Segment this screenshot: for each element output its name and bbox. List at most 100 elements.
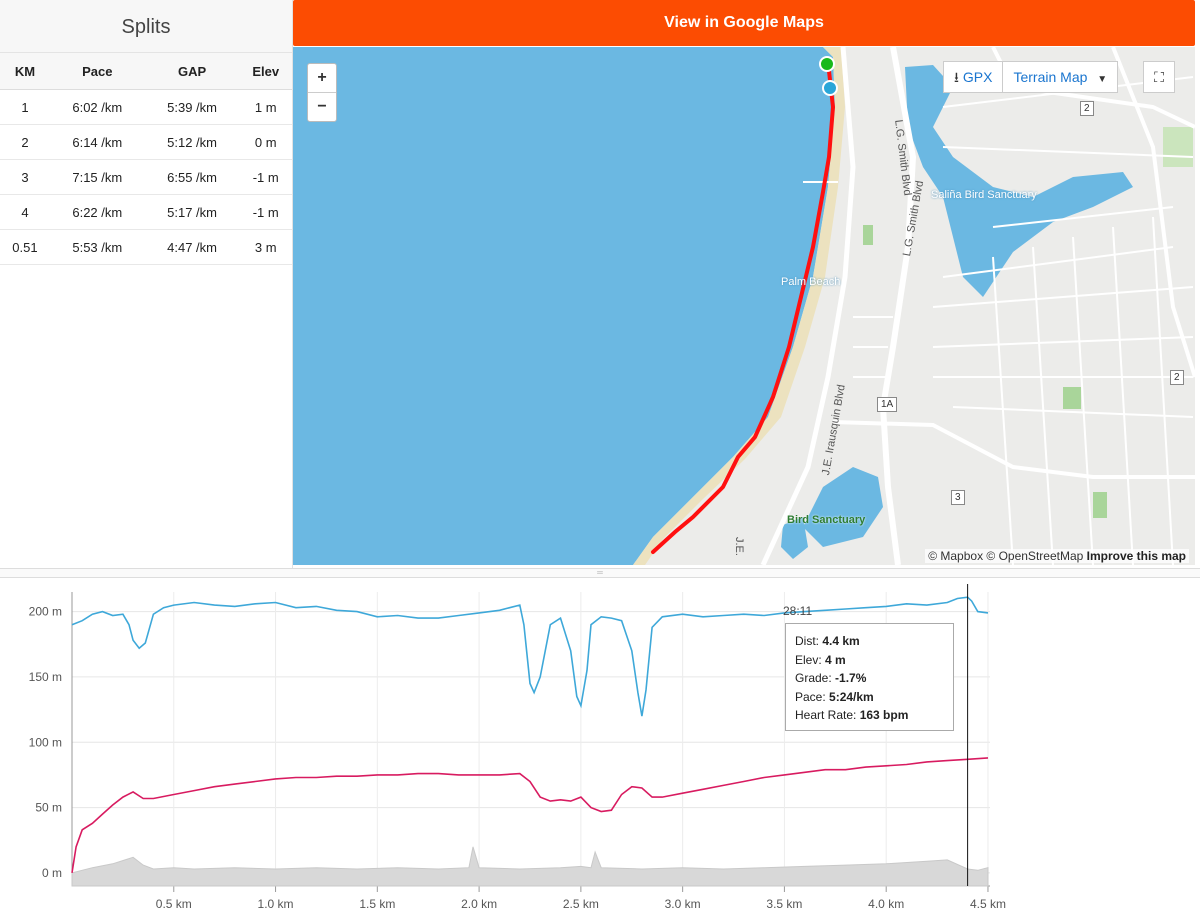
heart-rate-line [71, 596, 989, 717]
tooltip-dist: Dist: 4.4 km [795, 632, 953, 651]
table-row: 3 7:15 /km 6:55 /km -1 m [0, 159, 292, 195]
resize-handle[interactable]: ═ [0, 568, 1200, 578]
split-elev: 3 m [239, 229, 292, 265]
table-row: 0.51 5:53 /km 4:47 /km 3 m [0, 229, 292, 265]
map-canvas [293, 47, 1195, 565]
split-elev: 0 m [239, 124, 292, 160]
zoom-control: + − [307, 63, 337, 122]
download-icon: ⭳ [954, 69, 959, 85]
split-pace: 6:02 /km [49, 89, 145, 125]
tooltip-heart-rate: Heart Rate: 163 bpm [795, 706, 953, 725]
map-type-dropdown[interactable]: Terrain Map ▼ [1003, 61, 1119, 93]
tooltip-label: Grade: [795, 671, 832, 685]
route-shield: 3 [951, 490, 965, 505]
activity-route [651, 60, 836, 554]
x-tick-label: 0.5 km [156, 897, 192, 911]
split-pace: 6:14 /km [49, 124, 145, 160]
activity-chart[interactable]: 0 m 50 m 100 m 150 m 200 m 0.5 km 1.0 km 1.5 km… [0, 578, 1200, 924]
elevation-area [71, 846, 989, 887]
route-shield: 2 [1080, 101, 1094, 116]
tooltip-elev: Elev: 4 m [795, 651, 953, 670]
x-tick-label: 1.5 km [359, 897, 395, 911]
tooltip-label: Pace: [795, 689, 826, 704]
lagoon-south [803, 467, 883, 547]
x-tick-label: 1.0 km [258, 897, 294, 911]
pace-line [71, 757, 989, 874]
fullscreen-button[interactable]: ⛶ [1143, 61, 1175, 93]
tooltip-value: -1.7% [835, 671, 867, 685]
street-grid [853, 76, 1194, 565]
tooltip-value: 4 m [825, 652, 846, 667]
tooltip-label: Heart Rate: [795, 708, 857, 722]
tooltip-label: Dist: [795, 634, 819, 648]
splits-title: Splits [0, 0, 292, 53]
zoom-out-button[interactable]: − [308, 92, 336, 121]
route-shield: 1A [877, 397, 898, 412]
split-gap: 4:47 /km [144, 229, 240, 265]
tooltip-grade: Grade: -1.7% [795, 669, 953, 688]
splits-header-row: KM Pace GAP Elev [0, 53, 292, 90]
x-tick-label: 2.0 km [461, 897, 497, 911]
tooltip-value: 163 bpm [859, 708, 909, 722]
split-gap: 5:12 /km [144, 124, 240, 160]
lagoon-north [905, 65, 1133, 297]
gpx-download-button[interactable]: ⭳ GPX [943, 61, 1004, 93]
x-tick-label: 3.0 km [665, 897, 701, 911]
splits-panel: Splits KM Pace GAP Elev 1 6:02 /km 5:39 … [0, 0, 293, 568]
table-row: 4 6:22 /km 5:17 /km -1 m [0, 194, 292, 230]
map-type-label: Terrain Map [1013, 69, 1088, 85]
split-km: 1 [0, 89, 50, 125]
road-vertical-east [1111, 47, 1195, 378]
split-km: 4 [0, 194, 50, 230]
split-elev: 1 m [239, 89, 292, 125]
park [1063, 387, 1081, 409]
tooltip-value: 5:24/km [829, 689, 874, 704]
y-tick-label: 100 m [29, 735, 62, 749]
split-gap: 6:55 /km [144, 159, 240, 195]
split-km: 3 [0, 159, 50, 195]
x-tick-label: 4.5 km [970, 897, 1006, 911]
road-irausquin [760, 47, 856, 565]
y-tick-label: 200 m [29, 605, 62, 619]
col-km[interactable]: KM [0, 53, 50, 90]
route-map[interactable]: L.G. Smith Blvd L.G. Smith Blvd Saliña B… [293, 47, 1195, 565]
tooltip-pace: Pace: 5:24/km [795, 688, 953, 707]
map-label-salina: Saliña Bird Sanctuary [931, 189, 1037, 201]
park [1163, 127, 1193, 167]
split-gap: 5:17 /km [144, 194, 240, 230]
tooltip-value: 4.4 km [822, 634, 860, 648]
split-pace: 5:53 /km [49, 229, 145, 265]
start-marker [819, 56, 835, 72]
chart-tooltip: Dist: 4.4 km Elev: 4 m Grade: -1.7% Pace… [785, 623, 954, 731]
zoom-in-button[interactable]: + [317, 69, 327, 86]
park [863, 225, 873, 245]
map-attribution: © Mapbox © OpenStreetMap Improve this ma… [925, 549, 1189, 563]
col-gap[interactable]: GAP [144, 53, 240, 90]
map-label-je: J.E. [733, 537, 745, 556]
improve-map-link[interactable]: Improve this map [1086, 549, 1186, 563]
attribution-text[interactable]: © Mapbox © OpenStreetMap [928, 549, 1084, 563]
col-pace[interactable]: Pace [49, 53, 145, 90]
tooltip-label: Elev: [795, 652, 822, 667]
view-in-google-maps-button[interactable]: View in Google Maps [293, 0, 1195, 46]
map-label-palm-beach: Palm Beach [781, 276, 841, 288]
x-tick-label: 4.0 km [868, 897, 904, 911]
beach [633, 47, 845, 565]
caret-down-icon: ▼ [1097, 74, 1108, 85]
x-tick-label: 3.5 km [766, 897, 802, 911]
map-label-bird-sanctuary: Bird Sanctuary [787, 514, 866, 526]
split-km: 2 [0, 124, 50, 160]
gpx-label: GPX [962, 69, 993, 85]
lagoon-small [781, 517, 808, 559]
split-gap: 5:39 /km [144, 89, 240, 125]
x-tick-label: 2.5 km [563, 897, 599, 911]
route-shield: 2 [1170, 370, 1184, 385]
map-controls: ⭳ GPX Terrain Map ▼ [943, 61, 1119, 93]
sea-water [293, 47, 835, 565]
end-marker [822, 80, 838, 96]
road-lg-smith [879, 47, 917, 565]
split-pace: 7:15 /km [49, 159, 145, 195]
y-tick-label: 150 m [29, 670, 62, 684]
col-elev[interactable]: Elev [239, 53, 292, 90]
split-elev: -1 m [239, 194, 292, 230]
